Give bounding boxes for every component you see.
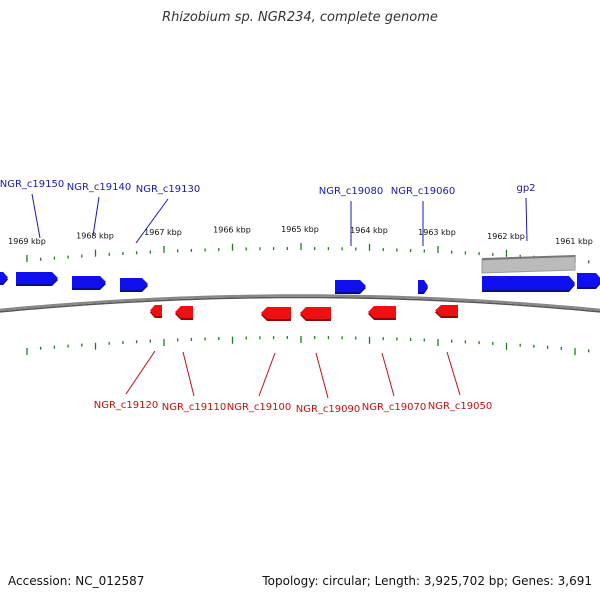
forward-gene-arrow: [418, 280, 428, 292]
reverse-gene-arrow: [261, 307, 291, 319]
reverse-gene-arrow: [175, 306, 193, 318]
genome-backbone: [0, 294, 600, 312]
scale-label: 1961 kbp: [555, 237, 593, 246]
forward-gene-arrow: [482, 276, 575, 290]
forward-gene-label: NGR_c19130: [136, 184, 201, 195]
reverse-gene-leader: [258, 352, 276, 397]
scale-labels: 1969 kbp 1968 kbp 1967 kbp 1966 kbp 1965 kbp…: [8, 225, 593, 246]
gray-feature-top-edge: [481, 255, 576, 260]
reverse-gene-arrow: [435, 305, 458, 316]
reverse-gene-arrow: [300, 307, 331, 319]
reverse-gene-leader: [446, 351, 461, 396]
reverse-gene-label: NGR_c19070: [362, 402, 427, 413]
reverse-gene-label: NGR_c19120: [94, 400, 159, 411]
accession-text: Accession: NC_012587: [8, 574, 145, 588]
forward-gene-arrow: [16, 272, 58, 284]
reverse-gene-leader: [125, 350, 156, 395]
genome-backbone-shadow: [0, 296, 600, 313]
reverse-gene-label: NGR_c19110: [162, 402, 227, 413]
forward-gene-arrow: [72, 276, 106, 288]
forward-gene-arrow: [0, 272, 8, 283]
forward-gene-label: NGR_c19150: [0, 179, 64, 190]
map-title: Rhizobium sp. NGR234, complete genome: [162, 10, 438, 25]
scale-label: 1965 kbp: [281, 225, 319, 234]
forward-gene-label: NGR_c19080: [319, 186, 384, 197]
scale-label: 1964 kbp: [350, 226, 388, 235]
forward-gene-leader: [135, 198, 169, 244]
reverse-gene-label: NGR_c19100: [227, 402, 292, 413]
reverse-gene-arrow: [150, 305, 162, 316]
reverse-gene-leader: [381, 352, 395, 397]
forward-gene-label: gp2: [516, 183, 535, 194]
forward-gene-arrow: [335, 280, 366, 292]
scale-label: 1962 kbp: [487, 232, 525, 241]
other-features: [481, 255, 576, 274]
forward-gene-leader: [525, 197, 528, 242]
reverse-gene-label: NGR_c19090: [296, 404, 361, 415]
scale-label: 1969 kbp: [8, 237, 46, 246]
forward-gene-leader: [92, 196, 100, 237]
genome-backbone-group: [0, 294, 600, 313]
reverse-gene-leader: [182, 351, 195, 397]
scale-ticks-bottom: [26, 336, 590, 356]
genes: [0, 272, 600, 321]
scale-label: 1967 kbp: [144, 228, 182, 237]
scale-label: 1968 kbp: [76, 232, 114, 241]
scale-label: 1966 kbp: [213, 226, 251, 235]
scale-label: 1963 kbp: [418, 228, 456, 237]
forward-gene-arrow: [577, 273, 600, 287]
reverse-gene-label: NGR_c19050: [428, 401, 493, 412]
genome-summary-text: Topology: circular; Length: 3,925,702 bp…: [262, 574, 592, 588]
forward-gene-label: NGR_c19060: [391, 186, 456, 197]
forward-gene-arrow: [120, 278, 148, 290]
forward-gene-leader: [31, 193, 41, 239]
reverse-gene-arrow: [368, 306, 396, 318]
forward-gene-label: NGR_c19140: [67, 182, 132, 193]
reverse-gene-leader: [315, 352, 329, 399]
gene-labels: NGR_c19150 NGR_c19140 NGR_c19130 NGR_c19080…: [0, 179, 536, 415]
